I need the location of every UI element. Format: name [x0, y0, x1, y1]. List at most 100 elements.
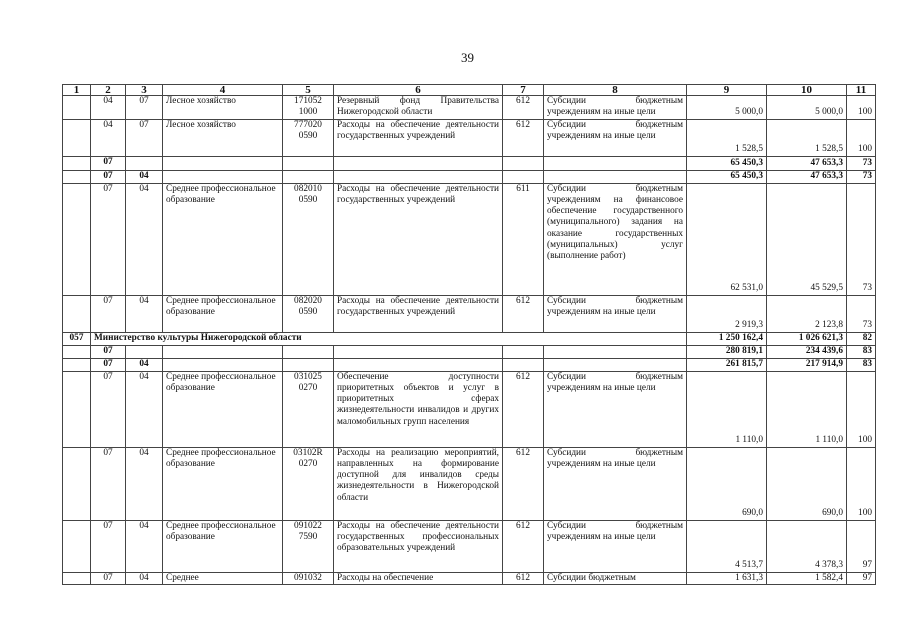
percent: 73	[846, 169, 876, 184]
subsection: 07	[125, 118, 163, 157]
expense-type-name: Субсидии бюджетным учреждениям на иные ц…	[543, 118, 687, 157]
column-header-8: 8	[543, 84, 687, 96]
subsection: 04	[125, 519, 163, 573]
table-row: 07 280 819,1 234 439,6 83	[62, 344, 876, 359]
ministry-code	[62, 95, 91, 120]
article-name: Расходы на обеспечение деятельности госу…	[333, 182, 503, 296]
ministry-code	[62, 344, 91, 359]
percent: 97	[846, 519, 876, 573]
table-row: 04 07 Лесное хозяйство 171052 1000 Резервный…	[62, 95, 876, 120]
expense-type: 611	[502, 182, 544, 296]
expense-type-name	[543, 155, 687, 171]
subsection: 04	[125, 357, 163, 372]
table-row: 07 04 Среднее профессиональное образование…	[62, 370, 876, 448]
section-name	[162, 357, 283, 372]
section-name: Лесное хозяйство	[162, 95, 283, 120]
article-name	[333, 344, 503, 359]
article-name	[333, 357, 503, 372]
target-article: 091022 7590	[282, 519, 334, 573]
section-name: Среднее профессиональное образование	[162, 294, 283, 333]
ministry-code	[62, 519, 91, 573]
expense-type-name: Субсидии бюджетным учреждениям на иные ц…	[543, 370, 687, 448]
actual-amount: 5 000,0	[766, 95, 847, 120]
actual-amount: 47 653,3	[766, 169, 847, 184]
section: 07	[90, 519, 126, 573]
table-row: 07 04 Среднее 091032 Расходы на обеспечение 6…	[62, 571, 876, 585]
section-name: Среднее профессиональное образование	[162, 519, 283, 573]
article-name: Расходы на обеспечение деятельности госу…	[333, 118, 503, 157]
expense-type-name	[543, 344, 687, 359]
section-name	[162, 344, 283, 359]
percent: 83	[846, 344, 876, 359]
table-row: 07 04 Среднее профессиональное образование…	[62, 446, 876, 521]
section-name	[162, 155, 283, 171]
percent: 100	[846, 95, 876, 120]
article-name: Расходы на обеспечение деятельности госу…	[333, 519, 503, 573]
expense-type	[502, 169, 544, 184]
actual-amount: 1 110,0	[766, 370, 847, 448]
expense-type	[502, 344, 544, 359]
section-name: Среднее профессиональное образование	[162, 182, 283, 296]
column-header-6: 6	[333, 84, 503, 96]
article-name: Резервный фонд Правительства Нижегородск…	[333, 95, 503, 120]
section: 07	[90, 344, 126, 359]
expense-type-name: Субсидии бюджетным учреждениям на иные ц…	[543, 294, 687, 333]
section-name: Среднее профессиональное образование	[162, 446, 283, 521]
subsection	[125, 155, 163, 171]
planned-amount: 1 631,3	[686, 571, 767, 585]
percent: 100	[846, 446, 876, 521]
ministry-code	[62, 294, 91, 333]
percent: 82	[846, 331, 876, 346]
table-row: 07 04 65 450,3 47 653,3 73	[62, 169, 876, 184]
section-name	[162, 169, 283, 184]
table-row: 057 Министерство культуры Нижегородской о…	[62, 331, 876, 346]
percent: 73	[846, 182, 876, 296]
actual-amount: 45 529,5	[766, 182, 847, 296]
ministry-code	[62, 357, 91, 372]
planned-amount: 1 250 162,4	[686, 331, 767, 346]
ministry-code: 057	[62, 331, 91, 346]
section: 07	[90, 357, 126, 372]
table-row: 07 04 Среднее профессиональное образование…	[62, 519, 876, 573]
target-article	[282, 357, 334, 372]
expense-type: 612	[502, 95, 544, 120]
section-name: Среднее	[162, 571, 283, 585]
planned-amount: 4 513,7	[686, 519, 767, 573]
table-row: 07 65 450,3 47 653,3 73	[62, 155, 876, 171]
actual-amount: 234 439,6	[766, 344, 847, 359]
column-header-5: 5	[282, 84, 334, 96]
target-article: 082010 0590	[282, 182, 334, 296]
expense-type-name	[543, 169, 687, 184]
article-name	[333, 169, 503, 184]
column-header-4: 4	[162, 84, 283, 96]
target-article: 171052 1000	[282, 95, 334, 120]
article-name	[333, 155, 503, 171]
header-row: 1 2 3 4 5 6 7 8 9 10 11	[62, 84, 876, 96]
section-name: Лесное хозяйство	[162, 118, 283, 157]
expense-type-name: Субсидии бюджетным учреждениям на финанс…	[543, 182, 687, 296]
section: 07	[90, 294, 126, 333]
article-name: Расходы на обеспечение	[333, 571, 503, 585]
section: 07	[90, 182, 126, 296]
table-row: 04 07 Лесное хозяйство 777020 0590 Расходы н…	[62, 118, 876, 157]
subsection: 04	[125, 370, 163, 448]
planned-amount: 690,0	[686, 446, 767, 521]
subsection: 04	[125, 169, 163, 184]
section-name: Среднее профессиональное образование	[162, 370, 283, 448]
target-article: 031025 0270	[282, 370, 334, 448]
percent: 73	[846, 155, 876, 171]
subsection: 04	[125, 571, 163, 585]
target-article: 091032	[282, 571, 334, 585]
planned-amount: 1 110,0	[686, 370, 767, 448]
planned-amount: 5 000,0	[686, 95, 767, 120]
actual-amount: 1 026 621,3	[766, 331, 847, 346]
ministry-code	[62, 118, 91, 157]
target-article: 777020 0590	[282, 118, 334, 157]
planned-amount: 62 531,0	[686, 182, 767, 296]
target-article	[282, 169, 334, 184]
actual-amount: 1 528,5	[766, 118, 847, 157]
section: 07	[90, 155, 126, 171]
article-name: Расходы на обеспечение деятельности госу…	[333, 294, 503, 333]
ministry-code	[62, 169, 91, 184]
page-number: 39	[461, 50, 474, 65]
